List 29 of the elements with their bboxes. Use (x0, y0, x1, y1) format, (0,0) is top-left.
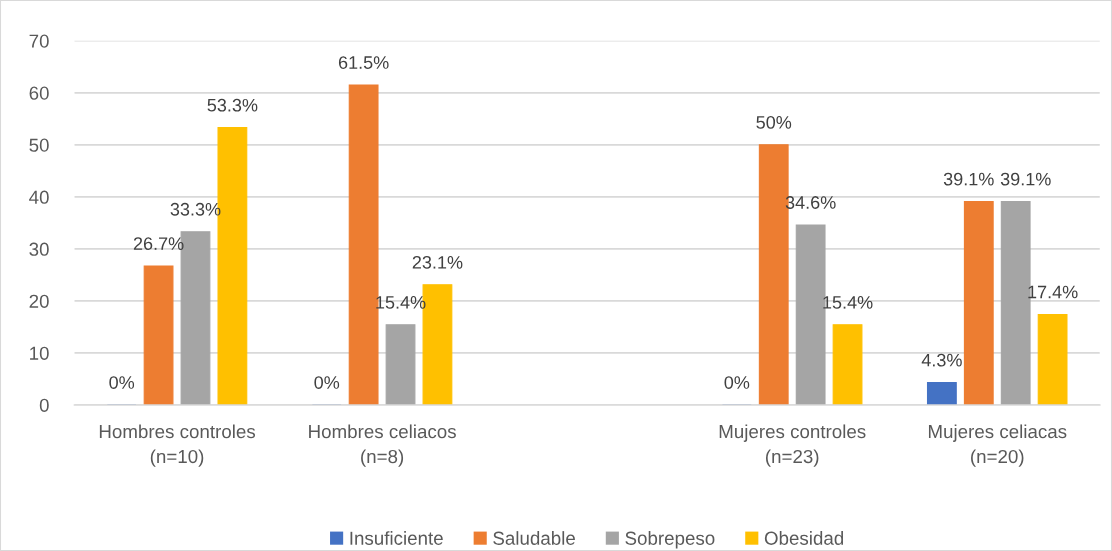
y-tick-label: 60 (29, 86, 49, 100)
data-label: 50% (756, 115, 792, 129)
data-label: 4.3% (921, 353, 962, 367)
data-label: 26.7% (133, 237, 184, 250)
legend-label: Saludable (493, 531, 575, 545)
data-label: 0% (724, 376, 750, 389)
y-tick-label: 30 (29, 242, 49, 256)
data-label: 23.1% (412, 255, 463, 269)
data-label: 39.1% (943, 172, 994, 186)
data-label: 0% (109, 376, 135, 389)
data-label: 61.5% (338, 56, 389, 69)
y-tick-label: 10 (30, 346, 49, 360)
y-tick-label: 70 (29, 34, 49, 48)
legend-label: Sobrepeso (625, 531, 715, 549)
y-tick-label: 20 (29, 294, 49, 308)
y-tick-label: 0 (39, 398, 49, 412)
data-label: 15.4% (823, 296, 873, 309)
data-label: 39.1% (1000, 172, 1051, 186)
x-tick-label: Hombres controles (n=10) (99, 424, 256, 467)
y-tick-label: 50 (29, 138, 49, 152)
data-label: 53.3% (207, 98, 258, 112)
data-label: 17.4% (1028, 285, 1078, 299)
x-tick-label: Hombres celiacos (n=8) (309, 424, 456, 467)
data-label: 0% (314, 376, 340, 389)
x-tick-label: Mujeres celiacas (n=20) (928, 424, 1067, 467)
legend-label: Obesidad (764, 531, 844, 545)
legend-label: Insuficiente (350, 531, 443, 545)
x-tick-label: Mujeres controles (n=23) (719, 424, 866, 467)
y-tick-label: 40 (29, 190, 49, 204)
